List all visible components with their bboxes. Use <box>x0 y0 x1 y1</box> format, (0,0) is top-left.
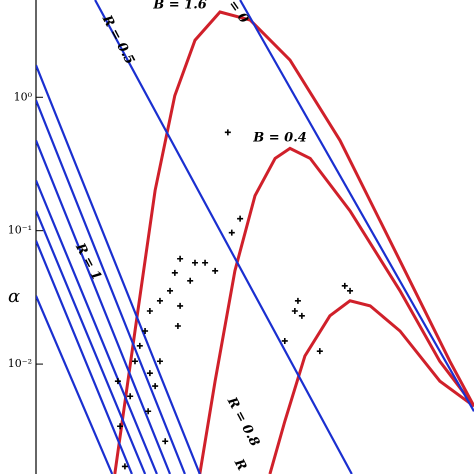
annotation: R = 0.8 <box>223 394 262 449</box>
point <box>171 269 178 276</box>
point <box>174 322 181 329</box>
point <box>291 307 298 314</box>
point <box>146 370 153 377</box>
point <box>237 215 244 222</box>
point <box>212 267 219 274</box>
point <box>191 259 198 266</box>
curve <box>36 179 158 474</box>
point <box>167 287 174 294</box>
point <box>202 259 209 266</box>
annotation: B = 1.6 <box>152 0 207 13</box>
curve <box>198 146 474 474</box>
point <box>187 277 194 284</box>
y-axis-label: α <box>8 286 20 307</box>
point <box>177 255 184 262</box>
point <box>146 307 153 314</box>
curve <box>36 99 186 474</box>
point <box>117 423 124 430</box>
point <box>294 297 301 304</box>
point <box>156 297 163 304</box>
annotation: B = 0.4 <box>252 131 307 146</box>
point <box>162 438 169 445</box>
curve <box>94 0 353 474</box>
annotation: R = 0.5 <box>98 12 137 67</box>
plot-area <box>36 0 474 474</box>
point <box>131 358 138 365</box>
point <box>347 287 354 294</box>
point <box>152 383 159 390</box>
point <box>127 393 134 400</box>
point <box>316 348 323 355</box>
y-tick-label: 10⁻¹ <box>8 224 32 237</box>
curve <box>36 64 201 474</box>
point <box>145 408 152 415</box>
curve <box>239 0 474 412</box>
point <box>156 358 163 365</box>
point <box>114 378 121 385</box>
point <box>121 463 128 470</box>
point <box>136 342 143 349</box>
point <box>341 282 348 289</box>
curve <box>268 299 474 474</box>
point <box>281 337 288 344</box>
curve <box>36 139 172 474</box>
point <box>142 328 149 335</box>
y-tick-label: 10⁰ <box>14 90 33 103</box>
curve <box>36 295 114 474</box>
point <box>224 129 231 136</box>
y-tick-label: 10⁻² <box>8 357 32 370</box>
curve <box>113 10 474 474</box>
annotation: R <box>230 456 249 474</box>
point <box>177 302 184 309</box>
point <box>298 312 305 319</box>
curve <box>36 210 147 474</box>
curve <box>36 240 133 474</box>
point <box>228 229 235 236</box>
